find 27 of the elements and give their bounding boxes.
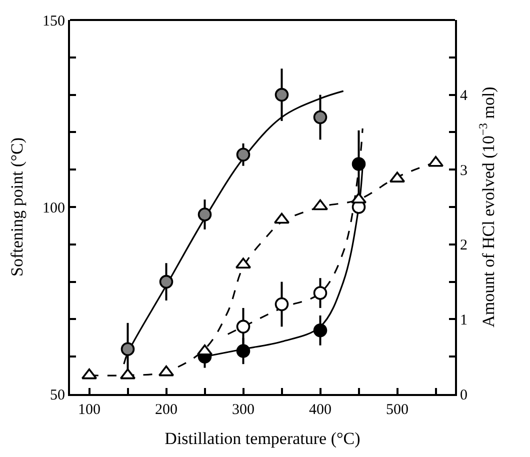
y2-tick-label: 3 [460, 162, 468, 179]
y2-tick-label: 0 [460, 387, 468, 404]
point [274, 297, 289, 312]
y-tick-label: 150 [42, 13, 65, 30]
x-tick-label: 400 [309, 402, 332, 418]
point [120, 342, 135, 356]
y2-tick-label: 1 [460, 312, 468, 328]
point [236, 344, 250, 358]
x-axis-title: Distillation temperature (°C) [164, 428, 360, 448]
y2-tick-label: 4 [460, 88, 468, 104]
y-tick-label: 50 [50, 387, 65, 404]
x-tick-label: 100 [78, 402, 100, 418]
x-tick-label: 500 [386, 402, 408, 418]
y-axis-title: Softening point (°C) [8, 137, 27, 277]
point [313, 110, 328, 124]
x-tick-label: 200 [155, 402, 178, 418]
point [274, 88, 289, 102]
point [352, 157, 366, 171]
x-tick-label: 300 [232, 402, 254, 418]
y2-tick-label: 2 [460, 238, 468, 254]
point [313, 286, 328, 300]
point [236, 148, 250, 162]
point [159, 274, 174, 289]
point [198, 208, 212, 222]
point [313, 324, 328, 338]
y-tick-label: 100 [42, 200, 65, 216]
point [236, 320, 250, 334]
